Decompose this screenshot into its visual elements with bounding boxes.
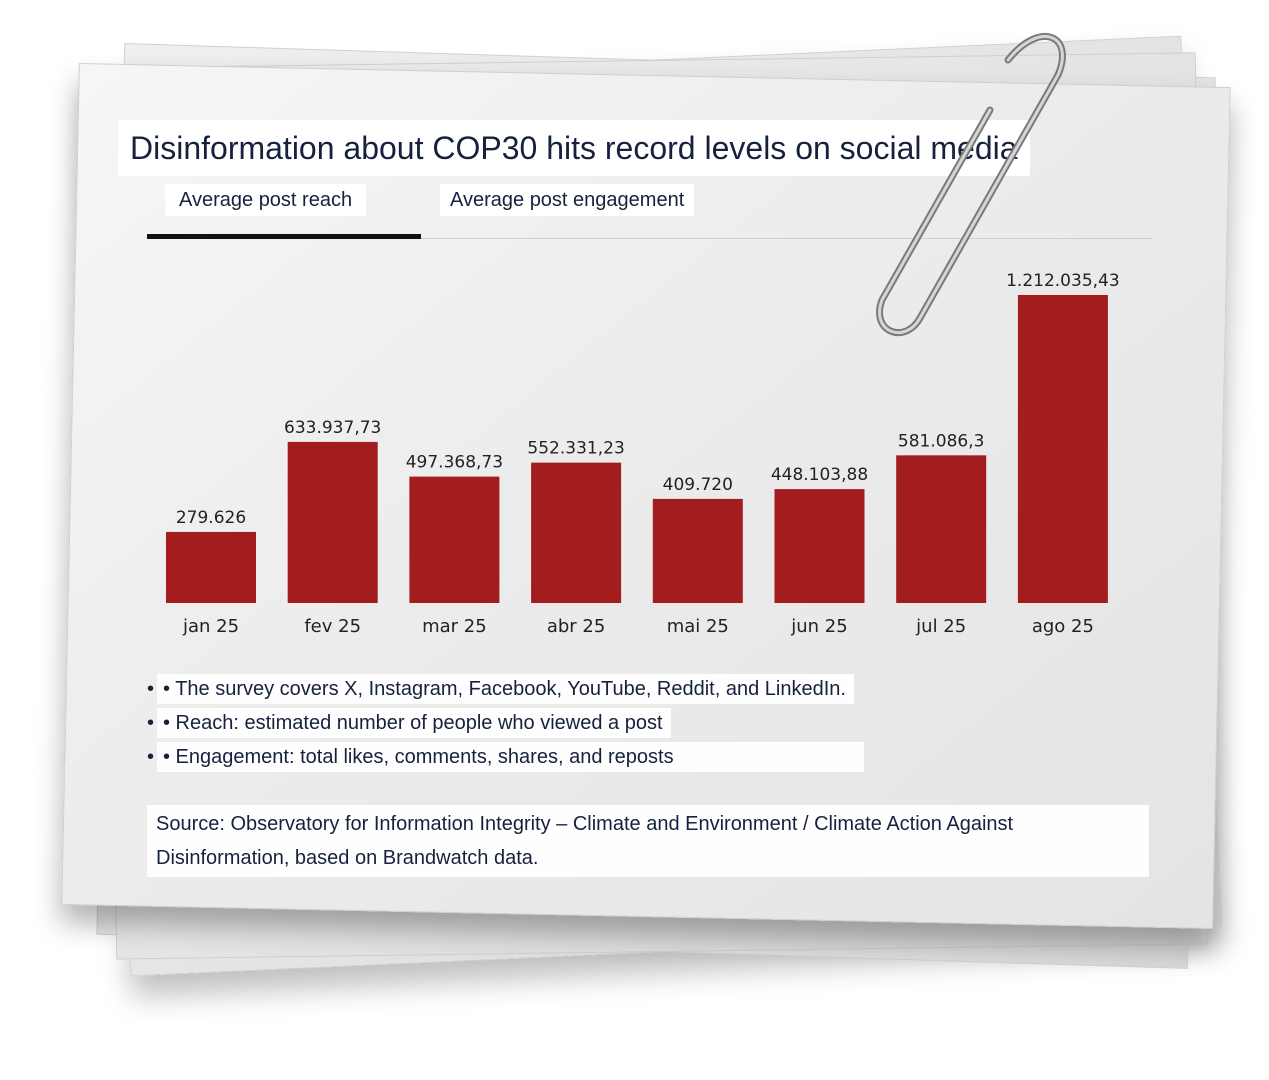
bar-value-label: 448.103,88 bbox=[771, 465, 868, 485]
x-tick-label: jan 25 bbox=[182, 616, 239, 637]
bar-fev-25 bbox=[287, 441, 378, 603]
active-tab-indicator bbox=[147, 234, 421, 239]
bar-value-label: 581.086,3 bbox=[898, 431, 985, 451]
bar-ago-25 bbox=[1017, 295, 1108, 603]
x-tick-label: mar 25 bbox=[422, 616, 487, 637]
x-tick-label: ago 25 bbox=[1032, 616, 1094, 637]
bar-jan-25 bbox=[166, 531, 256, 603]
x-tick-label: jul 25 bbox=[915, 616, 966, 637]
bar-value-label: 1.212.035,43 bbox=[1006, 271, 1120, 291]
bar-value-label: 552.331,23 bbox=[527, 439, 624, 459]
tab-average-post-reach[interactable]: Average post reach bbox=[165, 184, 367, 216]
bar-mai-25 bbox=[652, 498, 743, 603]
bar-value-label: 279.626 bbox=[176, 508, 246, 528]
note-bullet: • bbox=[147, 712, 155, 734]
x-tick-label: jun 25 bbox=[790, 616, 847, 637]
bar-mar-25 bbox=[409, 476, 500, 603]
bar-jun-25 bbox=[774, 489, 865, 603]
bar-value-label: 633.937,73 bbox=[284, 418, 381, 438]
note-bullet: • bbox=[147, 678, 155, 700]
tab-average-post-engagement[interactable]: Average post engagement bbox=[440, 184, 695, 216]
note-text: • Reach: estimated number of people who … bbox=[157, 708, 671, 738]
x-tick-label: mai 25 bbox=[667, 616, 729, 637]
bar-value-label: 409.720 bbox=[663, 475, 733, 495]
x-tick-label: abr 25 bbox=[547, 616, 605, 637]
bar-value-label: 497.368,73 bbox=[406, 453, 503, 473]
source-note: Source: Observatory for Information Inte… bbox=[147, 805, 1149, 877]
bar-abr-25 bbox=[531, 462, 622, 603]
bar-jul-25 bbox=[896, 455, 987, 603]
note-bullet: • bbox=[147, 746, 155, 768]
x-tick-label: fev 25 bbox=[304, 616, 361, 637]
note-text: • The survey covers X, Instagram, Facebo… bbox=[157, 674, 854, 704]
tab-divider bbox=[147, 238, 1152, 239]
note-text: • Engagement: total likes, comments, sha… bbox=[157, 742, 864, 772]
